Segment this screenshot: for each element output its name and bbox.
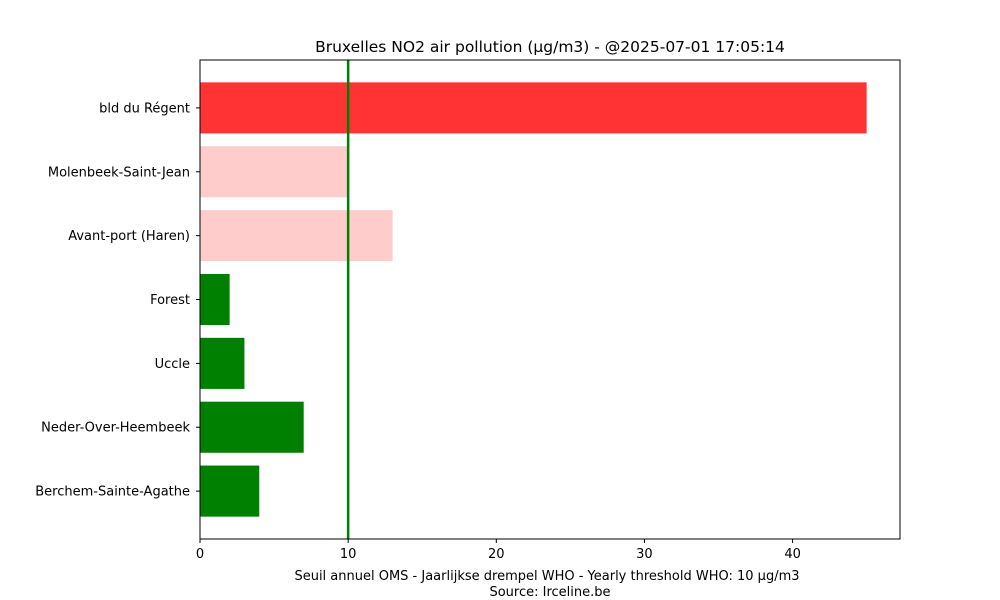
- x-axis: 0 10 20 30 40: [196, 539, 801, 562]
- y-tick-label: Avant-port (Haren): [68, 229, 190, 244]
- y-tick-label: Neder-Over-Heembeek: [41, 421, 190, 436]
- y-tick-label: Forest: [150, 293, 190, 308]
- bar: [200, 210, 393, 262]
- y-axis: bld du Régent Molenbeek-Saint-Jean Avant-p…: [35, 101, 200, 500]
- bar: [200, 401, 304, 453]
- bar: [200, 273, 230, 326]
- bar: [200, 146, 349, 198]
- y-tick-label: Molenbeek-Saint-Jean: [48, 165, 190, 180]
- bar: [200, 82, 867, 134]
- x-tick-label: 20: [488, 547, 505, 562]
- y-tick-label: Berchem-Sainte-Agathe: [35, 485, 190, 500]
- y-tick-label: bld du Régent: [99, 101, 190, 116]
- x-tick-label: 0: [196, 547, 204, 562]
- x-axis-source-label: Source: Irceline.be: [489, 585, 610, 600]
- bar: [200, 337, 245, 389]
- x-tick-label: 40: [784, 547, 801, 562]
- x-tick-label: 30: [636, 547, 653, 562]
- x-tick-label: 10: [340, 547, 357, 562]
- x-axis-label: Seuil annuel OMS - Jaarlijkse drempel WH…: [294, 569, 799, 584]
- bars-group: [200, 82, 867, 517]
- y-tick-label: Uccle: [155, 357, 190, 372]
- bar: [200, 465, 260, 517]
- chart-title: Bruxelles NO2 air pollution (µg/m3) - @2…: [315, 38, 785, 56]
